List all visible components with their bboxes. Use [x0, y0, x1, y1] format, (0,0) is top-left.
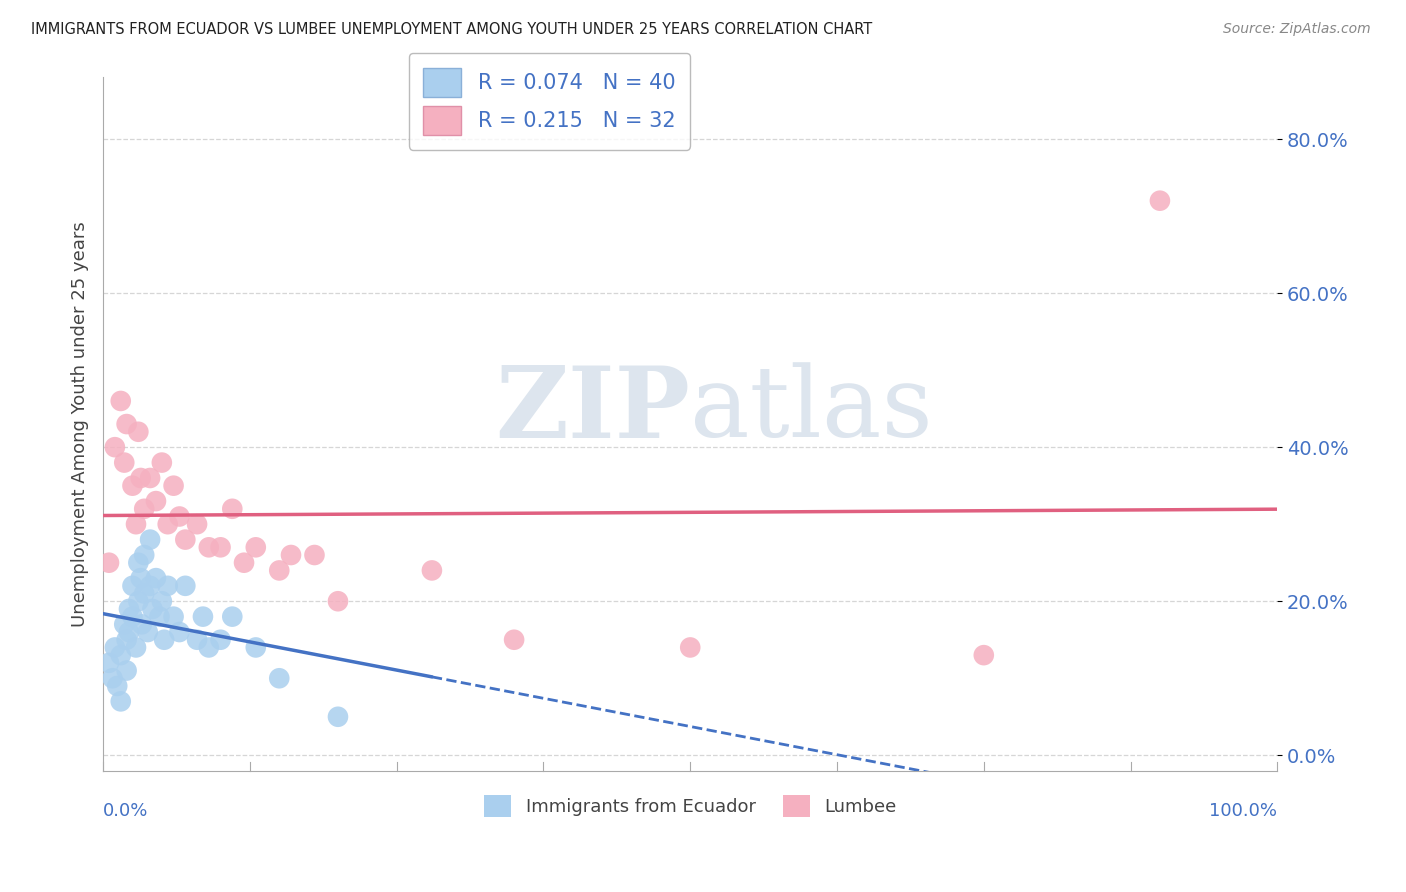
Point	[110, 694, 132, 708]
Point	[174, 579, 197, 593]
Point	[153, 632, 176, 647]
Point	[131, 617, 153, 632]
Point	[125, 517, 148, 532]
Point	[156, 579, 179, 593]
Point	[104, 640, 127, 655]
Point	[186, 632, 208, 647]
Point	[221, 609, 243, 624]
Point	[112, 617, 135, 632]
Point	[112, 456, 135, 470]
Point	[326, 710, 349, 724]
Point	[269, 671, 291, 685]
Point	[148, 609, 170, 624]
Point	[115, 417, 138, 431]
Text: Source: ZipAtlas.com: Source: ZipAtlas.com	[1223, 22, 1371, 37]
Point	[121, 579, 143, 593]
Point	[139, 579, 162, 593]
Point	[129, 571, 152, 585]
Point	[233, 556, 256, 570]
Point	[139, 471, 162, 485]
Point	[1149, 194, 1171, 208]
Text: IMMIGRANTS FROM ECUADOR VS LUMBEE UNEMPLOYMENT AMONG YOUTH UNDER 25 YEARS CORREL: IMMIGRANTS FROM ECUADOR VS LUMBEE UNEMPL…	[31, 22, 872, 37]
Point	[129, 471, 152, 485]
Point	[127, 556, 149, 570]
Point	[134, 548, 156, 562]
Point	[326, 594, 349, 608]
Point	[420, 563, 443, 577]
Point	[136, 625, 159, 640]
Point	[101, 671, 124, 685]
Point	[245, 640, 267, 655]
Text: ZIP: ZIP	[495, 361, 690, 458]
Point	[118, 625, 141, 640]
Point	[174, 533, 197, 547]
Point	[304, 548, 326, 562]
Point	[280, 548, 302, 562]
Point	[141, 602, 163, 616]
Point	[98, 656, 121, 670]
Point	[104, 440, 127, 454]
Point	[118, 602, 141, 616]
Point	[121, 478, 143, 492]
Point	[191, 609, 214, 624]
Point	[209, 632, 232, 647]
Text: atlas: atlas	[690, 362, 934, 458]
Point	[121, 609, 143, 624]
Point	[162, 609, 184, 624]
Legend: Immigrants from Ecuador, Lumbee: Immigrants from Ecuador, Lumbee	[477, 788, 904, 824]
Point	[110, 648, 132, 662]
Point	[221, 501, 243, 516]
Point	[98, 556, 121, 570]
Point	[134, 501, 156, 516]
Point	[198, 640, 221, 655]
Point	[134, 586, 156, 600]
Point	[150, 456, 173, 470]
Point	[679, 640, 702, 655]
Point	[156, 517, 179, 532]
Y-axis label: Unemployment Among Youth under 25 years: Unemployment Among Youth under 25 years	[72, 221, 89, 627]
Point	[973, 648, 995, 662]
Point	[127, 425, 149, 439]
Point	[169, 625, 191, 640]
Point	[269, 563, 291, 577]
Point	[245, 541, 267, 555]
Point	[145, 494, 167, 508]
Point	[139, 533, 162, 547]
Point	[162, 478, 184, 492]
Point	[503, 632, 526, 647]
Point	[105, 679, 128, 693]
Point	[115, 632, 138, 647]
Point	[115, 664, 138, 678]
Text: 100.0%: 100.0%	[1209, 802, 1277, 820]
Point	[186, 517, 208, 532]
Point	[169, 509, 191, 524]
Point	[125, 640, 148, 655]
Point	[145, 571, 167, 585]
Point	[150, 594, 173, 608]
Point	[209, 541, 232, 555]
Point	[198, 541, 221, 555]
Point	[110, 394, 132, 409]
Point	[127, 594, 149, 608]
Text: 0.0%: 0.0%	[103, 802, 149, 820]
